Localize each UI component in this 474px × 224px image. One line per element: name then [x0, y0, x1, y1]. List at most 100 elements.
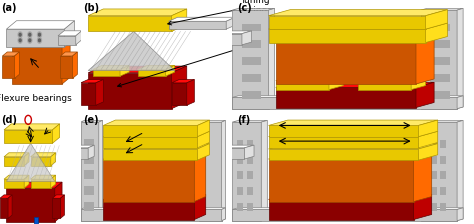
- Polygon shape: [103, 131, 210, 137]
- Bar: [81, 209, 222, 221]
- Bar: [276, 87, 416, 108]
- Polygon shape: [4, 175, 29, 179]
- Polygon shape: [276, 82, 434, 87]
- Bar: [199, 122, 222, 221]
- Bar: [83, 170, 94, 179]
- Text: (d): (d): [1, 115, 18, 125]
- Polygon shape: [4, 124, 60, 130]
- Bar: [276, 81, 329, 90]
- Bar: [268, 16, 426, 29]
- Polygon shape: [81, 208, 226, 209]
- Bar: [7, 29, 64, 47]
- Bar: [237, 187, 243, 195]
- Bar: [440, 74, 450, 82]
- Bar: [242, 40, 252, 48]
- Bar: [81, 122, 99, 221]
- Polygon shape: [276, 36, 434, 41]
- Polygon shape: [268, 23, 447, 29]
- Polygon shape: [413, 154, 432, 202]
- Polygon shape: [197, 131, 210, 148]
- Polygon shape: [189, 31, 252, 34]
- Polygon shape: [187, 80, 194, 105]
- Text: Bistable
switch: Bistable switch: [118, 33, 276, 87]
- Polygon shape: [199, 120, 226, 122]
- Bar: [421, 122, 457, 221]
- Bar: [430, 203, 437, 211]
- Bar: [440, 91, 450, 99]
- Bar: [430, 171, 437, 179]
- Polygon shape: [62, 38, 70, 84]
- Polygon shape: [165, 65, 174, 76]
- Polygon shape: [88, 145, 94, 159]
- Polygon shape: [31, 175, 55, 179]
- Polygon shape: [103, 144, 210, 149]
- Bar: [189, 34, 242, 45]
- Bar: [88, 16, 172, 31]
- Bar: [440, 140, 446, 148]
- Polygon shape: [4, 153, 29, 157]
- Bar: [268, 159, 413, 202]
- Bar: [440, 24, 450, 31]
- Bar: [83, 155, 94, 164]
- Polygon shape: [120, 65, 129, 76]
- Bar: [242, 74, 252, 82]
- Bar: [430, 24, 440, 31]
- Bar: [172, 83, 187, 105]
- Polygon shape: [172, 80, 194, 83]
- Polygon shape: [268, 131, 438, 137]
- Bar: [4, 179, 24, 188]
- Bar: [81, 83, 96, 105]
- Bar: [83, 186, 94, 195]
- Bar: [276, 41, 416, 84]
- Polygon shape: [268, 10, 447, 16]
- Bar: [103, 199, 194, 220]
- Polygon shape: [53, 195, 64, 198]
- Polygon shape: [51, 175, 55, 188]
- Bar: [247, 203, 253, 211]
- Polygon shape: [358, 77, 426, 81]
- Polygon shape: [172, 66, 187, 109]
- Text: Flexure bearings: Flexure bearings: [0, 94, 72, 103]
- Bar: [232, 97, 457, 109]
- Polygon shape: [81, 120, 102, 122]
- Bar: [103, 125, 197, 137]
- Bar: [237, 171, 243, 179]
- Polygon shape: [196, 145, 254, 148]
- Polygon shape: [2, 52, 19, 56]
- Bar: [268, 199, 413, 220]
- Polygon shape: [103, 154, 206, 159]
- Polygon shape: [197, 144, 210, 160]
- Circle shape: [37, 37, 42, 43]
- Polygon shape: [457, 8, 463, 109]
- Bar: [268, 149, 419, 160]
- Polygon shape: [419, 120, 438, 137]
- Bar: [252, 40, 261, 48]
- Bar: [440, 57, 450, 65]
- Polygon shape: [245, 145, 254, 159]
- Bar: [83, 139, 94, 148]
- Polygon shape: [55, 182, 62, 222]
- Bar: [103, 149, 197, 160]
- Polygon shape: [96, 80, 103, 105]
- Circle shape: [19, 33, 21, 36]
- Bar: [88, 73, 172, 109]
- Bar: [7, 188, 55, 222]
- Polygon shape: [172, 9, 187, 31]
- Bar: [237, 156, 243, 164]
- Bar: [242, 24, 252, 31]
- Circle shape: [29, 39, 31, 42]
- Circle shape: [28, 32, 32, 37]
- Polygon shape: [194, 154, 206, 202]
- Text: (c): (c): [237, 3, 252, 13]
- Polygon shape: [138, 65, 174, 69]
- Bar: [268, 125, 419, 137]
- Bar: [247, 156, 253, 164]
- Polygon shape: [416, 36, 434, 84]
- Polygon shape: [58, 145, 94, 148]
- Polygon shape: [411, 77, 426, 90]
- Bar: [232, 122, 261, 221]
- Polygon shape: [232, 208, 463, 209]
- Circle shape: [19, 39, 21, 42]
- Polygon shape: [103, 194, 206, 199]
- Polygon shape: [7, 182, 62, 188]
